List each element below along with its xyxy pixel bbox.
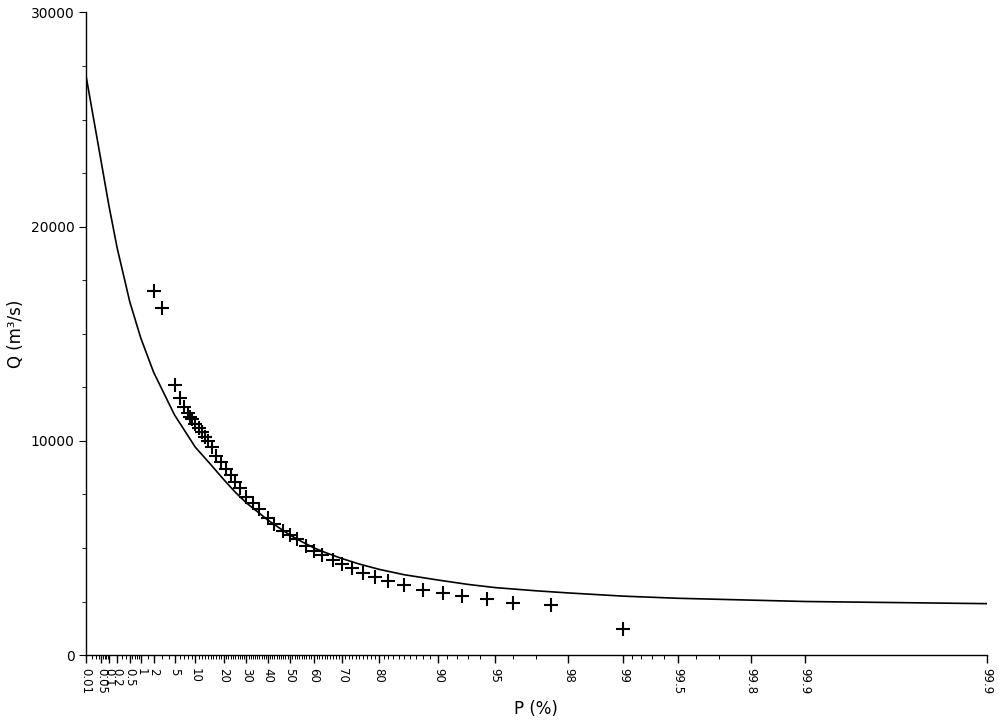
Y-axis label: Q (m³/s): Q (m³/s) — [7, 299, 25, 368]
X-axis label: P (%): P (%) — [514, 700, 558, 718]
